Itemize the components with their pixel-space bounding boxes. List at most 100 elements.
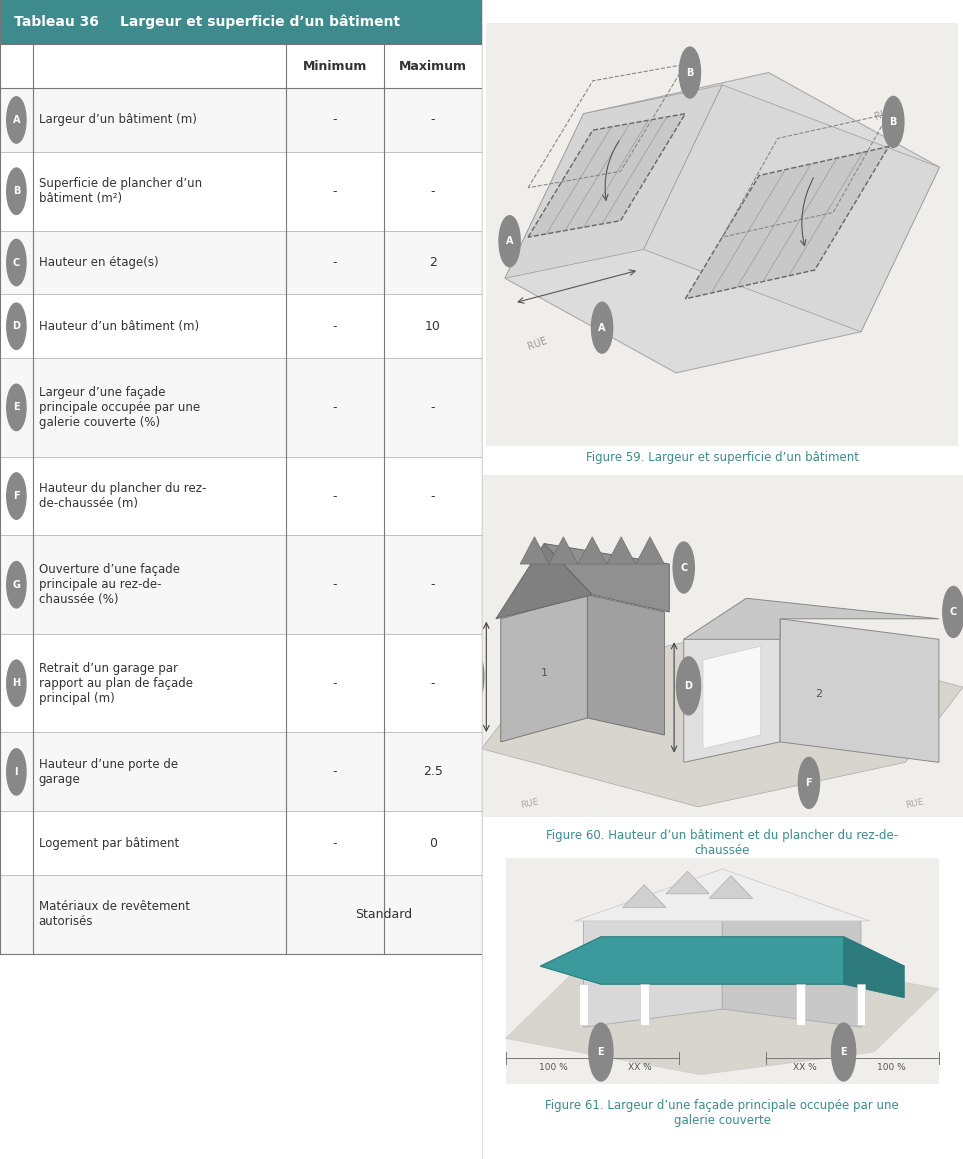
Polygon shape bbox=[520, 537, 549, 564]
Bar bbox=[0, 811, 482, 875]
Circle shape bbox=[7, 240, 26, 286]
Text: Standard: Standard bbox=[355, 907, 412, 921]
Text: 2.5: 2.5 bbox=[423, 765, 443, 779]
Polygon shape bbox=[684, 598, 939, 640]
Polygon shape bbox=[710, 876, 753, 898]
Text: Hauteur d’un bâtiment (m): Hauteur d’un bâtiment (m) bbox=[39, 320, 198, 333]
Bar bbox=[0, 88, 482, 152]
Text: F: F bbox=[13, 491, 19, 501]
Polygon shape bbox=[796, 984, 805, 1025]
Text: B: B bbox=[13, 187, 20, 196]
Text: I: I bbox=[14, 767, 18, 777]
Polygon shape bbox=[623, 884, 666, 907]
Text: H: H bbox=[13, 678, 20, 688]
Text: XX %: XX % bbox=[793, 1063, 817, 1072]
Text: E: E bbox=[13, 402, 19, 413]
Bar bbox=[0, 457, 482, 535]
Polygon shape bbox=[703, 647, 761, 749]
Polygon shape bbox=[580, 984, 587, 1025]
Text: Logement par bâtiment: Logement par bâtiment bbox=[39, 837, 179, 850]
Text: 1: 1 bbox=[540, 669, 548, 678]
Polygon shape bbox=[528, 114, 686, 238]
Text: F: F bbox=[806, 778, 812, 788]
Circle shape bbox=[883, 96, 904, 147]
Circle shape bbox=[591, 302, 612, 353]
Circle shape bbox=[7, 473, 26, 519]
Text: G: G bbox=[13, 580, 20, 590]
Bar bbox=[486, 23, 958, 446]
Text: -: - bbox=[430, 489, 435, 503]
Polygon shape bbox=[722, 903, 861, 1027]
Polygon shape bbox=[640, 984, 649, 1025]
Text: -: - bbox=[430, 184, 435, 198]
Polygon shape bbox=[540, 936, 904, 984]
Polygon shape bbox=[780, 619, 939, 763]
Text: -: - bbox=[333, 401, 337, 414]
Bar bbox=[0, 358, 482, 457]
Text: Figure 61. Largeur d’une façade principale occupée par une
galerie couverte: Figure 61. Largeur d’une façade principa… bbox=[545, 1099, 899, 1127]
Polygon shape bbox=[506, 953, 939, 1074]
Text: A: A bbox=[506, 236, 513, 246]
Bar bbox=[287, 875, 482, 954]
Polygon shape bbox=[549, 537, 578, 564]
Text: Largeur d’une façade
principale occupée par une
galerie couverte (%): Largeur d’une façade principale occupée … bbox=[39, 386, 199, 429]
Circle shape bbox=[499, 216, 520, 267]
Bar bbox=[0, 875, 482, 954]
Circle shape bbox=[7, 749, 26, 795]
Polygon shape bbox=[686, 146, 889, 299]
Polygon shape bbox=[844, 936, 904, 998]
Circle shape bbox=[460, 648, 484, 706]
Circle shape bbox=[676, 657, 701, 715]
Bar bbox=[0, 535, 482, 634]
Bar bbox=[0, 634, 482, 732]
Text: RUE: RUE bbox=[526, 336, 549, 352]
Text: C: C bbox=[13, 257, 20, 268]
Circle shape bbox=[7, 97, 26, 144]
Polygon shape bbox=[575, 869, 870, 921]
Text: Superficie de plancher d’un
bâtiment (m²): Superficie de plancher d’un bâtiment (m²… bbox=[39, 177, 201, 205]
Text: B: B bbox=[890, 117, 897, 127]
Text: -: - bbox=[333, 320, 337, 333]
Text: Largeur d’un bâtiment (m): Largeur d’un bâtiment (m) bbox=[39, 114, 196, 126]
Text: -: - bbox=[430, 114, 435, 126]
Text: -: - bbox=[333, 489, 337, 503]
Text: -: - bbox=[430, 677, 435, 690]
Text: Hauteur d’une porte de
garage: Hauteur d’une porte de garage bbox=[39, 758, 177, 786]
Text: -: - bbox=[333, 677, 337, 690]
Text: -: - bbox=[333, 765, 337, 779]
Text: Figure 59. Largeur et superficie d’un bâtiment: Figure 59. Largeur et superficie d’un bâ… bbox=[586, 451, 859, 465]
Bar bbox=[482, 475, 963, 817]
Circle shape bbox=[588, 1023, 613, 1081]
Polygon shape bbox=[643, 85, 940, 331]
Polygon shape bbox=[482, 629, 963, 807]
Text: Standard: Standard bbox=[355, 907, 412, 921]
Circle shape bbox=[832, 1023, 856, 1081]
Text: E: E bbox=[841, 1047, 846, 1057]
Text: Hauteur en étage(s): Hauteur en étage(s) bbox=[39, 256, 158, 269]
Polygon shape bbox=[857, 984, 866, 1025]
Polygon shape bbox=[584, 903, 722, 1027]
Text: 100 %: 100 % bbox=[877, 1063, 905, 1072]
Circle shape bbox=[673, 542, 694, 593]
Polygon shape bbox=[505, 85, 722, 278]
Text: D: D bbox=[468, 672, 476, 681]
Bar bbox=[0, 732, 482, 811]
Text: -: - bbox=[333, 256, 337, 269]
Polygon shape bbox=[607, 537, 636, 564]
Text: A: A bbox=[13, 115, 20, 125]
Circle shape bbox=[679, 48, 700, 99]
Text: RUE: RUE bbox=[520, 797, 539, 810]
Polygon shape bbox=[636, 537, 664, 564]
Bar bbox=[0, 231, 482, 294]
Circle shape bbox=[7, 168, 26, 214]
Text: Hauteur du plancher du rez-
de-chaussée (m): Hauteur du plancher du rez- de-chaussée … bbox=[39, 482, 206, 510]
Circle shape bbox=[7, 661, 26, 707]
Polygon shape bbox=[505, 73, 940, 373]
Text: D: D bbox=[685, 680, 692, 691]
Polygon shape bbox=[578, 537, 607, 564]
Text: Ouverture d’une façade
principale au rez-de-
chaussée (%): Ouverture d’une façade principale au rez… bbox=[39, 563, 179, 606]
Text: RUE: RUE bbox=[905, 797, 924, 810]
Text: XX %: XX % bbox=[628, 1063, 652, 1072]
Text: E: E bbox=[598, 1047, 604, 1057]
Circle shape bbox=[7, 562, 26, 608]
